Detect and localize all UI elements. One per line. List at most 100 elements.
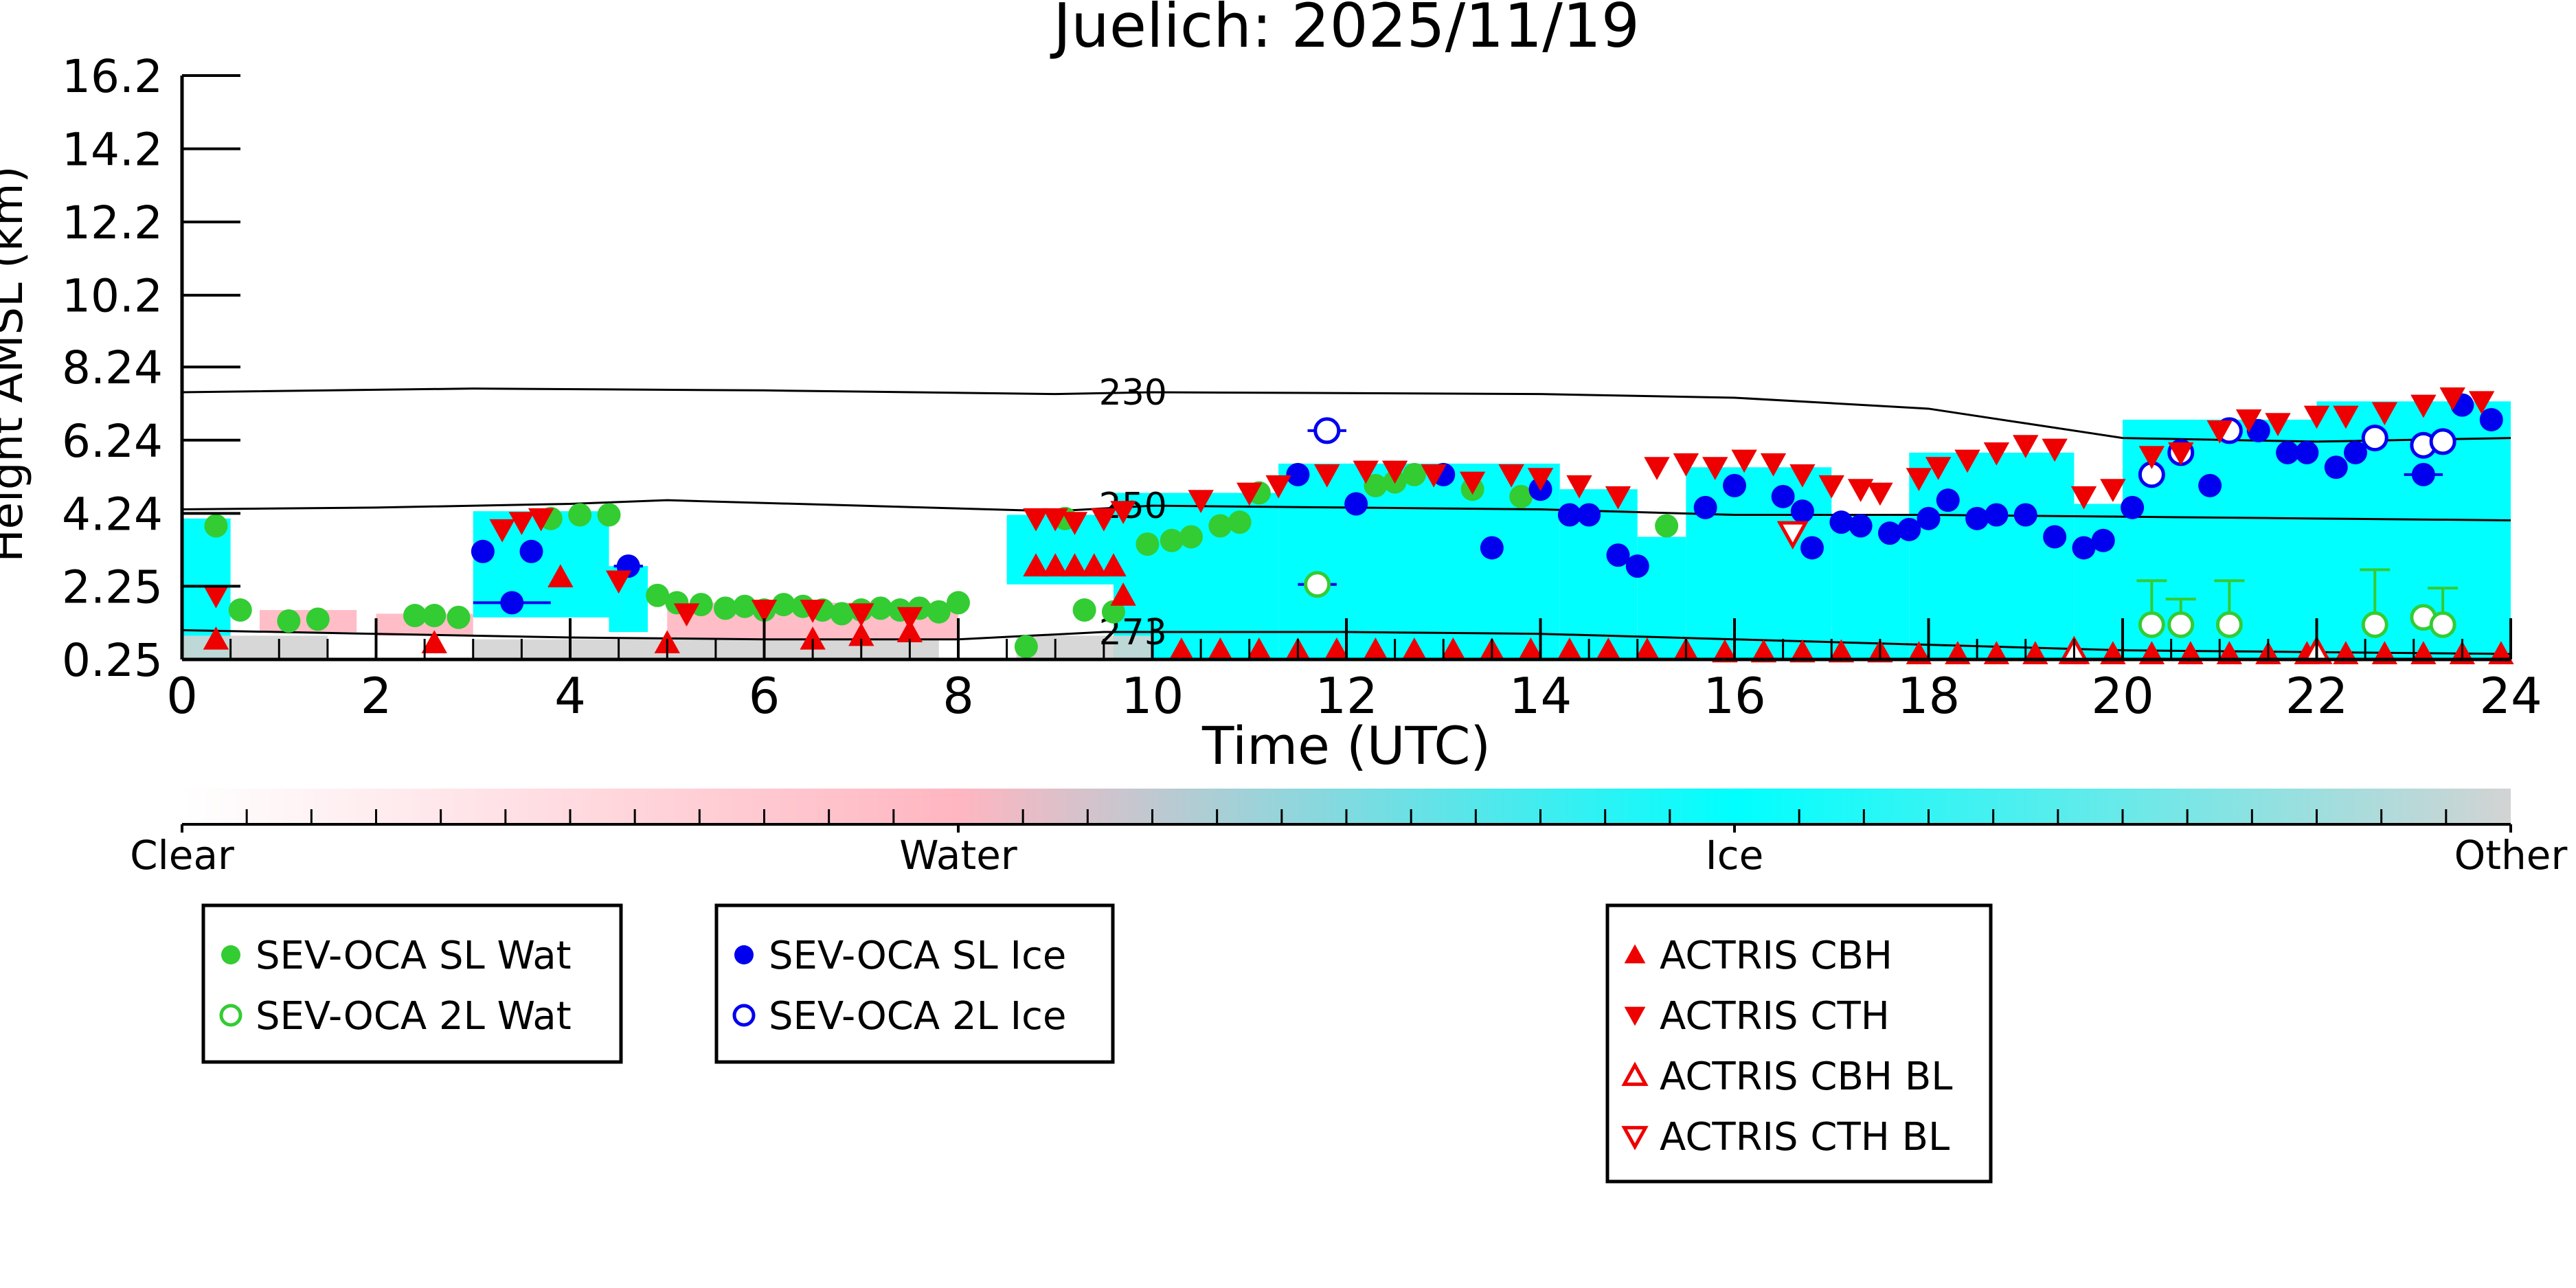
point-actris-cth — [1789, 464, 1816, 488]
point-actris-cth — [1110, 501, 1136, 524]
point-actris-cth — [751, 600, 778, 623]
point-sev-oca-sl-wat — [277, 609, 301, 633]
point-actris-cbh — [1110, 583, 1136, 606]
point-sev-oca-sl-ice — [1693, 495, 1717, 519]
point-actris-cth — [848, 603, 874, 627]
point-sev-oca-sl-ice — [2043, 525, 2067, 549]
point-actris-cth — [1421, 464, 1447, 488]
point-actris-cth — [2468, 391, 2495, 414]
x-tick-label: 0 — [166, 667, 198, 725]
point-sev-oca-sl-wat — [1402, 462, 1426, 486]
x-tick-label: 12 — [1315, 667, 1378, 725]
legend-label: ACTRIS CTH — [1660, 994, 1890, 1039]
colorbar-label-other: Other — [2454, 832, 2568, 879]
point-actris-cth — [800, 600, 826, 623]
point-sev-oca-sl-ice — [1625, 554, 1649, 578]
point-sev-oca-sl-wat — [1179, 525, 1203, 549]
y-tick-label: 8.24 — [62, 341, 163, 394]
legend-marker — [1621, 1126, 1649, 1151]
point-sev-oca-sl-wat — [422, 604, 447, 628]
point-actris-cth — [1091, 508, 1117, 532]
legend-marker — [734, 945, 754, 964]
point-sev-oca-sl-ice — [2091, 528, 2115, 552]
y-tick-label: 16.2 — [62, 50, 163, 103]
point-sev-oca-sl-ice — [1936, 488, 1960, 512]
colorbar-label-ice: Ice — [1706, 832, 1764, 879]
point-sev-oca-sl-wat — [1072, 598, 1096, 622]
point-sev-oca-sl-ice — [2324, 455, 2348, 479]
colorbar-label-clear: Clear — [130, 832, 234, 879]
point-actris-cth — [1527, 468, 1554, 491]
x-tick-label: 2 — [361, 667, 392, 725]
point-sev-oca-sl-ice — [519, 539, 543, 563]
point-sev-oca-sl-wat — [306, 607, 330, 631]
point-actris-cth — [1847, 479, 1874, 502]
point-actris-cbh — [421, 630, 447, 653]
point-sev-oca-sl-ice — [2121, 495, 2145, 519]
point-actris-cbh — [1042, 553, 1068, 577]
point-sev-oca-sl-wat — [869, 596, 892, 620]
point-sev-oca-sl-ice — [2295, 440, 2319, 464]
y-tick-label: 0.25 — [62, 634, 163, 687]
point-sev-oca-sl-wat — [927, 600, 951, 624]
point-actris-cbh — [1061, 553, 1088, 577]
point-sev-oca-2l-wat — [1304, 571, 1331, 598]
point-sev-oca-sl-ice — [1480, 536, 1504, 560]
point-sev-oca-sl-wat — [204, 514, 228, 538]
point-sev-oca-sl-wat — [1509, 484, 1533, 508]
point-sev-oca-sl-wat — [1655, 514, 1679, 538]
point-actris-cbh — [1440, 637, 1467, 661]
point-actris-cbh — [1246, 637, 1272, 661]
x-axis-label: Time (UTC) — [1201, 715, 1491, 776]
legend-label: SEV-OCA 2L Ice — [769, 994, 1066, 1039]
point-actris-cth — [489, 519, 515, 543]
cloud-region-other — [182, 635, 328, 659]
point-sev-oca-sl-wat — [447, 605, 471, 629]
point-sev-oca-sl-ice — [2198, 473, 2222, 497]
cloud-region-other — [1016, 635, 1153, 659]
point-sev-oca-2l-wat — [2215, 611, 2243, 638]
point-actris-cth — [605, 570, 632, 594]
point-actris-cbh — [547, 564, 574, 588]
y-tick-label: 14.2 — [62, 124, 163, 177]
point-sev-oca-sl-wat — [228, 598, 252, 622]
point-actris-cth — [1265, 475, 1291, 499]
point-sev-oca-2l-ice — [2429, 428, 2456, 455]
cloud-region-ice — [1637, 536, 1686, 659]
legend-label: SEV-OCA 2L Wat — [256, 994, 572, 1039]
legends: SEV-OCA SL Wat SEV-OCA 2L Wat SEV-OCA SL I… — [201, 903, 1993, 1184]
point-actris-cbh — [1081, 553, 1107, 577]
chart-title: Juelich: 2025/11/19 — [1050, 0, 1640, 61]
point-actris-cth — [2439, 387, 2465, 411]
point-actris-cth — [1061, 512, 1088, 535]
x-tick-label: 18 — [1897, 667, 1961, 725]
cloud-region-ice — [1686, 467, 1832, 659]
legend-label: ACTRIS CBH BL — [1660, 1054, 1952, 1099]
point-actris-cth — [1042, 508, 1068, 532]
point-sev-oca-sl-ice — [2411, 462, 2435, 486]
point-actris-cth — [2206, 420, 2233, 444]
point-sev-oca-sl-wat — [771, 593, 795, 617]
point-sev-oca-sl-ice — [1606, 543, 1630, 567]
y-tick-label: 12.2 — [62, 196, 163, 249]
point-sev-oca-sl-ice — [2072, 536, 2096, 560]
point-actris-cth — [1566, 475, 1592, 499]
point-actris-cth — [2100, 479, 2126, 502]
y-tick-label: 2.25 — [62, 561, 163, 613]
point-sev-oca-sl-ice — [1985, 503, 2009, 527]
point-sev-oca-sl-ice — [1723, 473, 1746, 497]
point-sev-oca-sl-ice — [2013, 503, 2037, 527]
point-sev-oca-sl-wat — [646, 583, 670, 607]
x-tick-label: 8 — [942, 667, 974, 725]
point-actris-cbh — [1362, 637, 1389, 661]
point-actris-cbh — [203, 626, 229, 650]
isotherm-label: 230 — [1099, 372, 1167, 414]
y-axis-label: Height AMSL (km) — [0, 166, 33, 563]
point-actris-cbh — [1168, 637, 1195, 661]
point-sev-oca-2l-wat — [2361, 611, 2388, 638]
point-sev-oca-sl-ice — [471, 539, 495, 563]
x-tick-label: 24 — [2479, 667, 2542, 725]
point-actris-cth — [1760, 453, 1787, 477]
y-tick-label: 6.24 — [62, 415, 163, 468]
